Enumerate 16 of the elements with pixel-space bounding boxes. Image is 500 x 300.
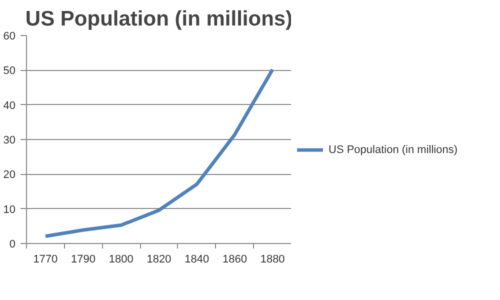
- x-tick-label: 1820: [146, 254, 172, 266]
- x-tick-label: 1860: [222, 254, 247, 266]
- x-tick-label: 1800: [108, 254, 134, 266]
- y-tick-label: 50: [3, 65, 16, 78]
- line-series: [44, 68, 274, 238]
- legend-label: US Population (in millions): [328, 144, 458, 156]
- x-tick-label: 1770: [33, 254, 58, 266]
- x-tick-label: 1880: [260, 254, 285, 266]
- y-tick-label: 30: [3, 134, 16, 146]
- y-tick-label: 20: [3, 169, 16, 182]
- x-tick-label: 1840: [184, 254, 210, 266]
- y-tick-label: 10: [3, 204, 16, 216]
- y-tick-label: 60: [3, 30, 16, 42]
- y-tick-label: 0: [9, 238, 16, 250]
- y-tick-label: 40: [3, 100, 16, 112]
- x-tick-label: 1790: [71, 254, 96, 266]
